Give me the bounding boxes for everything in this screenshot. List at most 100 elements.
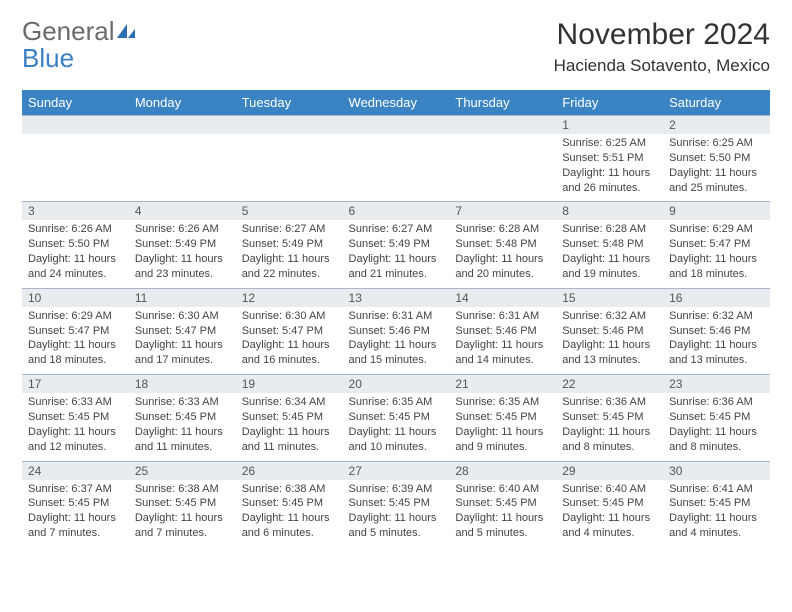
day-number: 6 [343, 202, 450, 220]
day-number-empty [22, 116, 129, 134]
calendar-cell: 22Sunrise: 6:36 AMSunset: 5:45 PMDayligh… [556, 375, 663, 461]
day-body: Sunrise: 6:28 AMSunset: 5:48 PMDaylight:… [556, 220, 663, 287]
calendar-cell [129, 116, 236, 202]
calendar-row: 1Sunrise: 6:25 AMSunset: 5:51 PMDaylight… [22, 116, 770, 202]
day-body: Sunrise: 6:29 AMSunset: 5:47 PMDaylight:… [22, 307, 129, 374]
day-body: Sunrise: 6:38 AMSunset: 5:45 PMDaylight:… [129, 480, 236, 547]
day-body: Sunrise: 6:30 AMSunset: 5:47 PMDaylight:… [129, 307, 236, 374]
calendar-cell: 15Sunrise: 6:32 AMSunset: 5:46 PMDayligh… [556, 288, 663, 374]
calendar-cell: 11Sunrise: 6:30 AMSunset: 5:47 PMDayligh… [129, 288, 236, 374]
calendar-cell: 7Sunrise: 6:28 AMSunset: 5:48 PMDaylight… [449, 202, 556, 288]
day-number: 24 [22, 462, 129, 480]
calendar-cell: 24Sunrise: 6:37 AMSunset: 5:45 PMDayligh… [22, 461, 129, 547]
calendar-body: 1Sunrise: 6:25 AMSunset: 5:51 PMDaylight… [22, 116, 770, 547]
day-number: 17 [22, 375, 129, 393]
day-number: 22 [556, 375, 663, 393]
calendar-cell: 27Sunrise: 6:39 AMSunset: 5:45 PMDayligh… [343, 461, 450, 547]
day-body: Sunrise: 6:25 AMSunset: 5:50 PMDaylight:… [663, 134, 770, 201]
day-body: Sunrise: 6:31 AMSunset: 5:46 PMDaylight:… [449, 307, 556, 374]
day-body: Sunrise: 6:27 AMSunset: 5:49 PMDaylight:… [236, 220, 343, 287]
calendar-cell: 29Sunrise: 6:40 AMSunset: 5:45 PMDayligh… [556, 461, 663, 547]
logo-text-general: General [22, 16, 115, 46]
calendar-cell: 12Sunrise: 6:30 AMSunset: 5:47 PMDayligh… [236, 288, 343, 374]
calendar-cell: 23Sunrise: 6:36 AMSunset: 5:45 PMDayligh… [663, 375, 770, 461]
logo: GeneralBlue [22, 18, 137, 72]
weekday-header: Sunday [22, 90, 129, 116]
day-body: Sunrise: 6:31 AMSunset: 5:46 PMDaylight:… [343, 307, 450, 374]
weekday-header: Wednesday [343, 90, 450, 116]
calendar-cell: 18Sunrise: 6:33 AMSunset: 5:45 PMDayligh… [129, 375, 236, 461]
day-body: Sunrise: 6:34 AMSunset: 5:45 PMDaylight:… [236, 393, 343, 460]
day-number: 20 [343, 375, 450, 393]
day-body: Sunrise: 6:36 AMSunset: 5:45 PMDaylight:… [663, 393, 770, 460]
day-body: Sunrise: 6:27 AMSunset: 5:49 PMDaylight:… [343, 220, 450, 287]
day-number: 15 [556, 289, 663, 307]
day-body: Sunrise: 6:41 AMSunset: 5:45 PMDaylight:… [663, 480, 770, 547]
day-body-empty [236, 134, 343, 192]
calendar-cell: 21Sunrise: 6:35 AMSunset: 5:45 PMDayligh… [449, 375, 556, 461]
day-number: 5 [236, 202, 343, 220]
day-number: 16 [663, 289, 770, 307]
weekday-header: Tuesday [236, 90, 343, 116]
day-body: Sunrise: 6:35 AMSunset: 5:45 PMDaylight:… [449, 393, 556, 460]
day-body: Sunrise: 6:32 AMSunset: 5:46 PMDaylight:… [663, 307, 770, 374]
day-number-empty [449, 116, 556, 134]
calendar-cell: 9Sunrise: 6:29 AMSunset: 5:47 PMDaylight… [663, 202, 770, 288]
weekday-header: Friday [556, 90, 663, 116]
day-body: Sunrise: 6:32 AMSunset: 5:46 PMDaylight:… [556, 307, 663, 374]
day-body: Sunrise: 6:26 AMSunset: 5:49 PMDaylight:… [129, 220, 236, 287]
calendar-cell: 4Sunrise: 6:26 AMSunset: 5:49 PMDaylight… [129, 202, 236, 288]
day-number: 1 [556, 116, 663, 134]
day-number: 14 [449, 289, 556, 307]
day-body: Sunrise: 6:38 AMSunset: 5:45 PMDaylight:… [236, 480, 343, 547]
calendar-cell: 5Sunrise: 6:27 AMSunset: 5:49 PMDaylight… [236, 202, 343, 288]
day-number: 11 [129, 289, 236, 307]
calendar-cell: 2Sunrise: 6:25 AMSunset: 5:50 PMDaylight… [663, 116, 770, 202]
header: GeneralBlue November 2024 Hacienda Sotav… [22, 18, 770, 76]
logo-text: GeneralBlue [22, 18, 137, 72]
day-number: 4 [129, 202, 236, 220]
weekday-header: Saturday [663, 90, 770, 116]
day-number: 13 [343, 289, 450, 307]
calendar-cell: 14Sunrise: 6:31 AMSunset: 5:46 PMDayligh… [449, 288, 556, 374]
page-title: November 2024 [554, 18, 770, 52]
day-body: Sunrise: 6:37 AMSunset: 5:45 PMDaylight:… [22, 480, 129, 547]
calendar-row: 17Sunrise: 6:33 AMSunset: 5:45 PMDayligh… [22, 375, 770, 461]
weekday-header: Thursday [449, 90, 556, 116]
day-number: 23 [663, 375, 770, 393]
location: Hacienda Sotavento, Mexico [554, 56, 770, 76]
day-body: Sunrise: 6:33 AMSunset: 5:45 PMDaylight:… [22, 393, 129, 460]
calendar-cell: 1Sunrise: 6:25 AMSunset: 5:51 PMDaylight… [556, 116, 663, 202]
calendar-row: 24Sunrise: 6:37 AMSunset: 5:45 PMDayligh… [22, 461, 770, 547]
day-number: 29 [556, 462, 663, 480]
calendar-cell: 28Sunrise: 6:40 AMSunset: 5:45 PMDayligh… [449, 461, 556, 547]
day-number: 21 [449, 375, 556, 393]
calendar-cell: 10Sunrise: 6:29 AMSunset: 5:47 PMDayligh… [22, 288, 129, 374]
title-area: November 2024 Hacienda Sotavento, Mexico [554, 18, 770, 76]
day-body: Sunrise: 6:39 AMSunset: 5:45 PMDaylight:… [343, 480, 450, 547]
calendar-cell [343, 116, 450, 202]
day-body: Sunrise: 6:29 AMSunset: 5:47 PMDaylight:… [663, 220, 770, 287]
day-number: 30 [663, 462, 770, 480]
calendar-cell: 17Sunrise: 6:33 AMSunset: 5:45 PMDayligh… [22, 375, 129, 461]
day-body-empty [449, 134, 556, 192]
day-body: Sunrise: 6:33 AMSunset: 5:45 PMDaylight:… [129, 393, 236, 460]
day-number-empty [343, 116, 450, 134]
day-number: 12 [236, 289, 343, 307]
day-number: 26 [236, 462, 343, 480]
day-body-empty [22, 134, 129, 192]
calendar-row: 10Sunrise: 6:29 AMSunset: 5:47 PMDayligh… [22, 288, 770, 374]
day-body-empty [343, 134, 450, 192]
calendar-cell [22, 116, 129, 202]
day-number: 18 [129, 375, 236, 393]
day-body: Sunrise: 6:26 AMSunset: 5:50 PMDaylight:… [22, 220, 129, 287]
calendar-table: SundayMondayTuesdayWednesdayThursdayFrid… [22, 90, 770, 547]
calendar-cell: 26Sunrise: 6:38 AMSunset: 5:45 PMDayligh… [236, 461, 343, 547]
day-number: 9 [663, 202, 770, 220]
day-body: Sunrise: 6:40 AMSunset: 5:45 PMDaylight:… [556, 480, 663, 547]
day-body: Sunrise: 6:35 AMSunset: 5:45 PMDaylight:… [343, 393, 450, 460]
calendar-cell: 19Sunrise: 6:34 AMSunset: 5:45 PMDayligh… [236, 375, 343, 461]
day-body: Sunrise: 6:28 AMSunset: 5:48 PMDaylight:… [449, 220, 556, 287]
calendar-cell: 16Sunrise: 6:32 AMSunset: 5:46 PMDayligh… [663, 288, 770, 374]
sail-icon [115, 18, 137, 44]
